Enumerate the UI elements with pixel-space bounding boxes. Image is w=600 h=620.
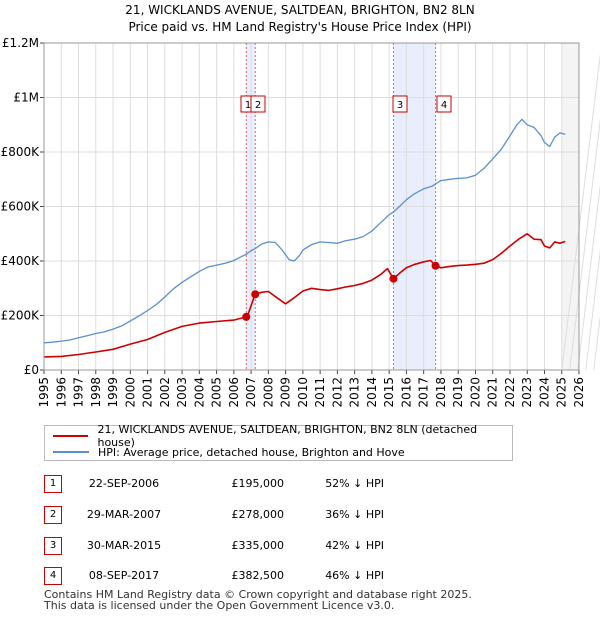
projection-hatch	[585, 249, 600, 371]
sale-date: 22-SEP-2006	[88, 477, 160, 490]
chart-subtitle: Price paid vs. HM Land Registry's House …	[128, 20, 471, 34]
sale-point	[242, 312, 251, 321]
x-tick-label: 2006	[227, 377, 241, 408]
sale-badge: 4	[44, 567, 62, 585]
x-tick-label: 2024	[537, 377, 551, 408]
sale-points	[242, 261, 440, 321]
x-tick-label: 2017	[417, 377, 431, 408]
sale-date: 08-SEP-2017	[88, 569, 160, 582]
x-tick-label: 2018	[434, 377, 448, 408]
x-tick-label: 2020	[468, 377, 482, 408]
x-tick-label: 2021	[486, 377, 500, 408]
sale-label-text: 3	[397, 100, 403, 111]
property-price-line	[43, 233, 566, 358]
sale-row: 2 29-MAR-2007 £278,000 36% ↓ HPI	[44, 506, 444, 524]
x-tick-label: 2011	[313, 377, 327, 408]
sale-row: 3 30-MAR-2015 £335,000 42% ↓ HPI	[44, 537, 444, 555]
footer-copyright: Contains HM Land Registry data © Crown c…	[44, 588, 472, 601]
y-tick-label: £800K	[1, 145, 41, 159]
y-tick-label: £1M	[13, 91, 39, 105]
sale-row: 4 08-SEP-2017 £382,500 46% ↓ HPI	[44, 567, 444, 585]
x-tick-label: 2010	[296, 377, 310, 408]
sale-label-text: 4	[441, 100, 447, 111]
grid	[43, 42, 580, 371]
x-tick-label: 2014	[365, 377, 379, 408]
sale-price: £382,500	[231, 569, 285, 582]
x-tick-label: 2001	[141, 377, 155, 408]
footer: Contains HM Land Registry data © Crown c…	[44, 589, 472, 611]
legend-item-property: 21, WICKLANDS AVENUE, SALTDEAN, BRIGHTON…	[53, 423, 512, 449]
sale-label-text: 2	[255, 100, 261, 111]
x-tick-label: 1995	[37, 377, 51, 408]
projection-hatch	[577, 183, 600, 371]
sale-hpi-diff: 52% ↓ HPI	[325, 477, 384, 490]
sale-label-box	[250, 95, 266, 113]
y-tick-label: £0	[24, 363, 39, 377]
sale-date: 30-MAR-2015	[86, 539, 162, 552]
legend-swatch-hpi	[53, 451, 89, 453]
x-tick-label: 2009	[279, 377, 293, 408]
hpi-line	[43, 118, 566, 344]
x-tick-label: 1998	[89, 377, 103, 408]
x-tick-label: 2019	[451, 377, 465, 408]
x-tick-label: 2002	[158, 377, 172, 408]
legend-label-property: 21, WICKLANDS AVENUE, SALTDEAN, BRIGHTON…	[97, 423, 478, 449]
legend: 21, WICKLANDS AVENUE, SALTDEAN, BRIGHTON…	[44, 423, 513, 461]
x-tick-label: 2008	[261, 377, 275, 408]
y-tick-label: £600K	[1, 200, 41, 214]
legend-swatch-property	[53, 435, 89, 437]
plot-frame	[43, 42, 580, 371]
axes: £0 £200K £400K £600K £800K £1M £1.2M 1995 1996 19…	[1, 36, 586, 408]
sale-hpi-diff: 46% ↓ HPI	[325, 569, 384, 582]
sale-point	[389, 274, 398, 283]
sale-price: £278,000	[231, 508, 285, 521]
x-tick-label: 1999	[106, 377, 120, 408]
x-tick-label: 2012	[330, 377, 344, 408]
sale-price: £195,000	[231, 477, 285, 490]
sale-badge: 2	[44, 506, 62, 524]
x-tick-label: 1997	[72, 377, 86, 408]
sale-point	[251, 290, 260, 299]
x-tick-label: 2004	[192, 377, 206, 408]
series	[43, 118, 566, 358]
x-tick-label: 2003	[175, 377, 189, 408]
chart: 21, WICKLANDS AVENUE, SALTDEAN, BRIGHTON…	[1, 3, 600, 408]
x-tick-label: 2026	[572, 377, 586, 408]
projection-hatch	[593, 314, 600, 371]
x-tick-label: 2016	[399, 377, 413, 408]
sale-badge: 3	[44, 537, 62, 555]
chart-title: 21, WICKLANDS AVENUE, SALTDEAN, BRIGHTON…	[125, 3, 474, 17]
sale-badge: 1	[44, 475, 62, 493]
sale-date: 29-MAR-2007	[86, 508, 162, 521]
sale-label-box	[392, 95, 408, 113]
x-tick-label: 2000	[123, 377, 137, 408]
legend-label-hpi: HPI: Average price, detached house, Brig…	[98, 445, 405, 459]
sale-hpi-diff: 36% ↓ HPI	[325, 508, 384, 521]
sale-label-box	[436, 95, 452, 113]
x-tick-label: 2022	[503, 377, 517, 408]
sale-label-text: 1	[245, 100, 251, 111]
y-tick-label: £1.2M	[2, 36, 39, 50]
y-tick-label: £200K	[1, 309, 41, 323]
x-tick-label: 2023	[520, 377, 534, 408]
x-tick-label: 2007	[244, 377, 258, 408]
x-tick-label: 1996	[54, 377, 68, 408]
sale-row: 1 22-SEP-2006 £195,000 52% ↓ HPI	[44, 475, 444, 493]
x-tick-label: 2013	[348, 377, 362, 408]
x-tick-label: 2025	[555, 377, 569, 408]
x-tick-label: 2015	[382, 377, 396, 408]
sale-price: £335,000	[231, 539, 285, 552]
footer-licence: This data is licensed under the Open Gov…	[44, 599, 395, 612]
x-tick-label: 2005	[210, 377, 224, 408]
sale-point	[431, 261, 440, 270]
y-tick-label: £400K	[1, 254, 41, 268]
sale-hpi-diff: 42% ↓ HPI	[325, 539, 384, 552]
legend-item-hpi: HPI: Average price, detached house, Brig…	[53, 444, 405, 460]
